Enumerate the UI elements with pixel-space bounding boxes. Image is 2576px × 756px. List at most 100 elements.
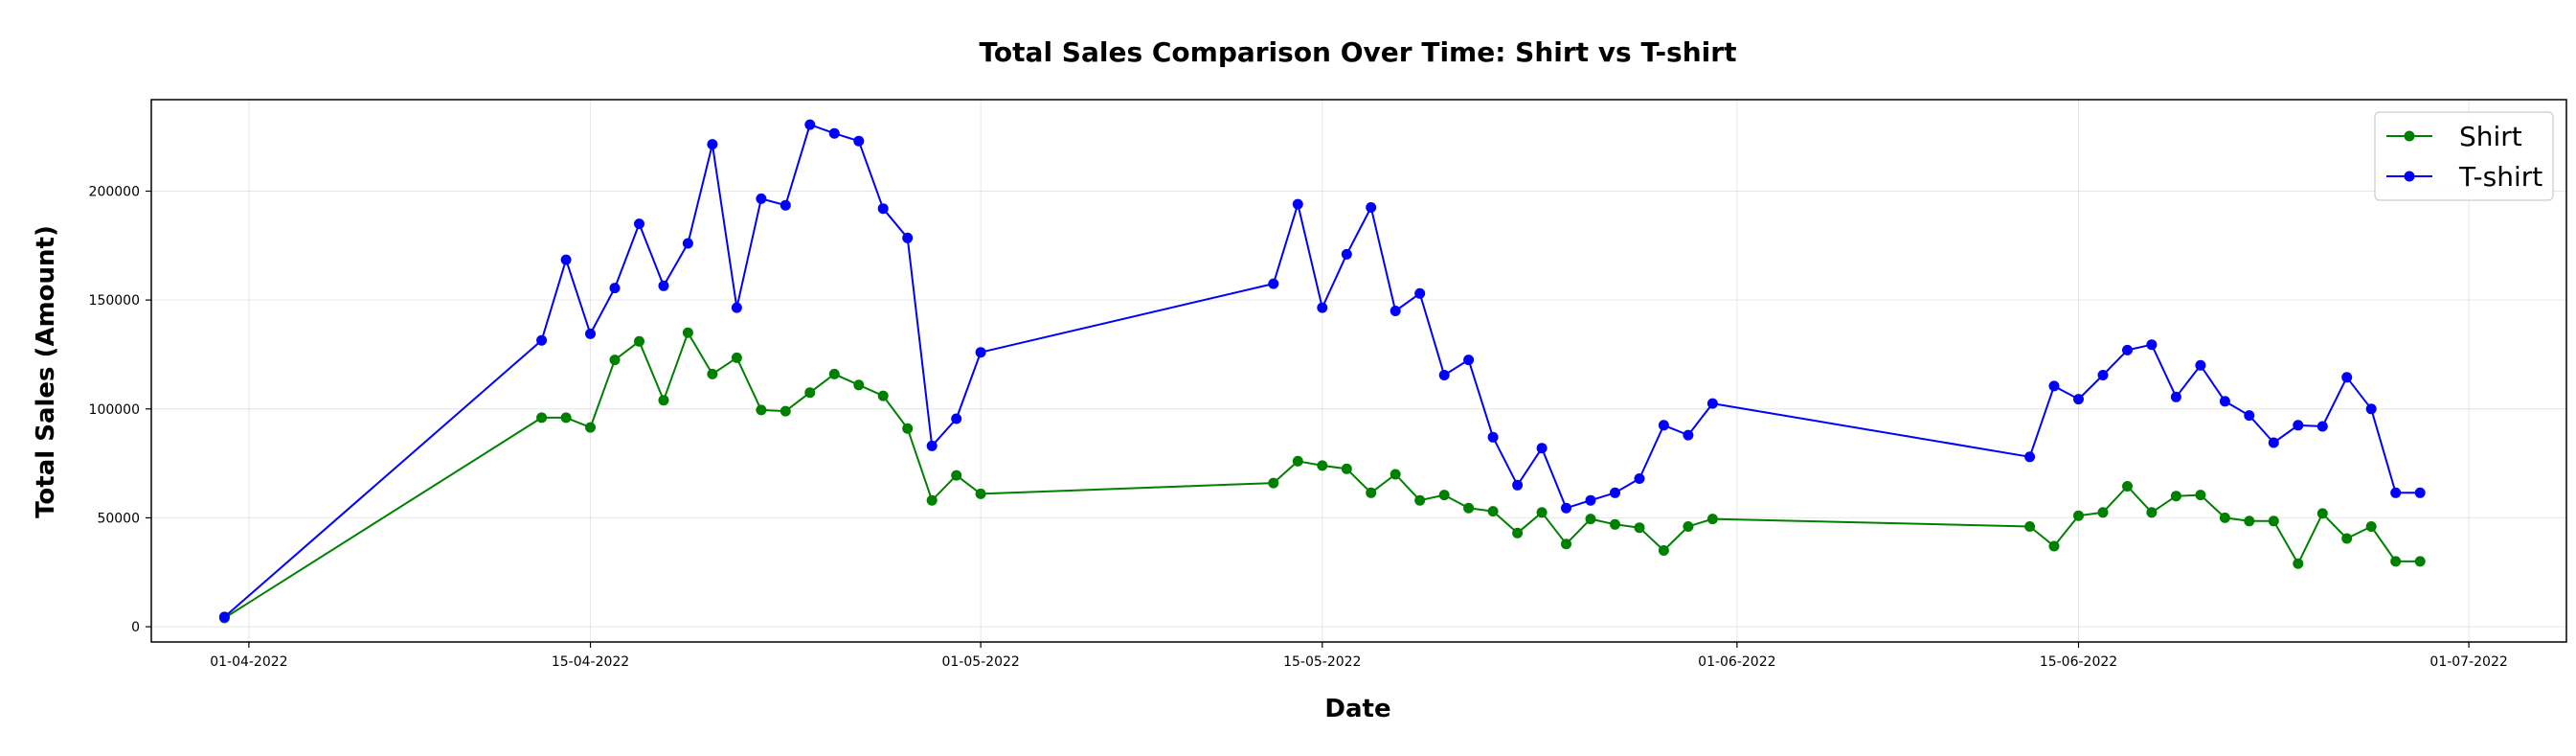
data-point-t-shirt [682,238,693,249]
data-point-shirt [1390,469,1401,480]
legend-box [2374,111,2554,201]
data-point-shirt [804,387,816,399]
data-point-t-shirt [1292,198,1303,210]
legend-label-shirt: Shirt [2459,121,2522,152]
data-point-t-shirt [2414,487,2426,498]
data-point-shirt [2268,515,2279,527]
data-point-shirt [634,335,644,347]
data-point-shirt [2195,490,2206,501]
data-point-shirt [2024,521,2036,532]
data-point-t-shirt [218,611,230,623]
data-point-t-shirt [902,232,914,243]
series-line-t-shirt [223,124,2421,618]
data-point-t-shirt [1585,494,1596,506]
data-point-shirt [1414,494,1426,506]
data-point-shirt [756,404,767,416]
data-point-t-shirt [585,328,596,339]
data-point-shirt [1512,527,1524,538]
data-point-shirt [1610,518,1620,530]
y-tick-label: 200000 [89,184,140,199]
data-point-shirt [1585,514,1596,525]
series-shirt [218,327,2426,624]
data-point-t-shirt [536,334,548,346]
data-point-t-shirt [2219,396,2230,407]
x-tick-label: 01-04-2022 [210,654,287,670]
data-point-t-shirt [1366,202,1377,213]
data-point-t-shirt [828,127,840,139]
data-point-shirt [1366,487,1377,498]
data-point-shirt [2293,558,2304,569]
data-point-t-shirt [2293,420,2304,431]
data-point-shirt [926,494,938,506]
data-point-shirt [1536,507,1548,518]
data-point-t-shirt [1634,473,1645,484]
data-point-shirt [1561,538,1571,550]
data-point-t-shirt [2097,370,2109,380]
data-point-shirt [1317,460,1328,471]
data-point-t-shirt [1610,487,1620,498]
data-point-shirt [560,412,572,424]
data-point-shirt [2390,556,2402,567]
data-point-shirt [2414,556,2426,567]
data-point-t-shirt [2365,403,2377,415]
data-point-shirt [2073,510,2084,521]
data-point-shirt [1268,477,1279,489]
data-point-t-shirt [1438,370,1450,380]
plot-frame [150,99,2567,643]
data-point-t-shirt [2024,451,2036,463]
data-point-shirt [853,379,865,391]
data-point-shirt [877,390,889,401]
data-point-shirt [2048,540,2060,552]
series-t-shirt [218,119,2426,623]
data-point-t-shirt [1317,302,1328,313]
data-point-t-shirt [2244,410,2255,422]
data-point-t-shirt [1268,278,1279,289]
data-point-t-shirt [1536,443,1548,454]
data-point-t-shirt [2146,339,2158,351]
y-tick-label: 50000 [97,511,140,526]
data-point-t-shirt [1390,306,1401,316]
data-point-t-shirt [1414,287,1426,299]
data-point-t-shirt [658,280,669,291]
data-point-t-shirt [731,302,742,313]
x-axis: 01-04-2022 15-04-2022 01-05-2022 15-05-2022… [210,642,2508,670]
data-point-t-shirt [1658,420,1669,431]
legend-swatch-marker-shirt [2404,130,2415,142]
data-point-shirt [682,327,693,338]
data-point-t-shirt [975,347,986,358]
y-axis-label: Total Sales (Amount) [32,225,60,518]
data-point-t-shirt [1706,398,1718,409]
data-point-shirt [2170,491,2181,502]
data-point-t-shirt [756,193,767,204]
x-tick-label: 01-05-2022 [941,654,1019,670]
data-point-shirt [2219,512,2230,523]
data-point-t-shirt [877,203,889,215]
data-point-shirt [707,368,718,379]
y-tick-label: 100000 [89,402,140,418]
data-point-t-shirt [1341,248,1352,260]
data-point-shirt [609,355,621,366]
data-point-shirt [828,368,840,379]
data-point-t-shirt [926,440,938,451]
x-tick-label: 15-04-2022 [552,654,629,670]
legend-swatch-marker-t-shirt [2404,171,2415,182]
data-point-shirt [731,352,742,363]
data-point-t-shirt [2170,391,2181,402]
data-point-shirt [1292,455,1303,467]
data-point-shirt [1438,490,1450,501]
data-point-t-shirt [804,119,816,130]
y-axis: 0 50000 100000 150000 200000 [89,184,151,635]
data-point-t-shirt [2048,380,2060,392]
data-point-t-shirt [1683,429,1694,441]
data-point-shirt [2122,481,2133,492]
data-point-t-shirt [2341,372,2353,383]
data-point-t-shirt [2316,421,2328,432]
data-point-shirt [1487,506,1499,517]
data-point-t-shirt [1512,479,1524,491]
data-point-t-shirt [2122,344,2133,355]
data-point-t-shirt [951,413,962,424]
x-tick-label: 01-06-2022 [1698,654,1775,670]
data-point-shirt [2341,533,2353,544]
